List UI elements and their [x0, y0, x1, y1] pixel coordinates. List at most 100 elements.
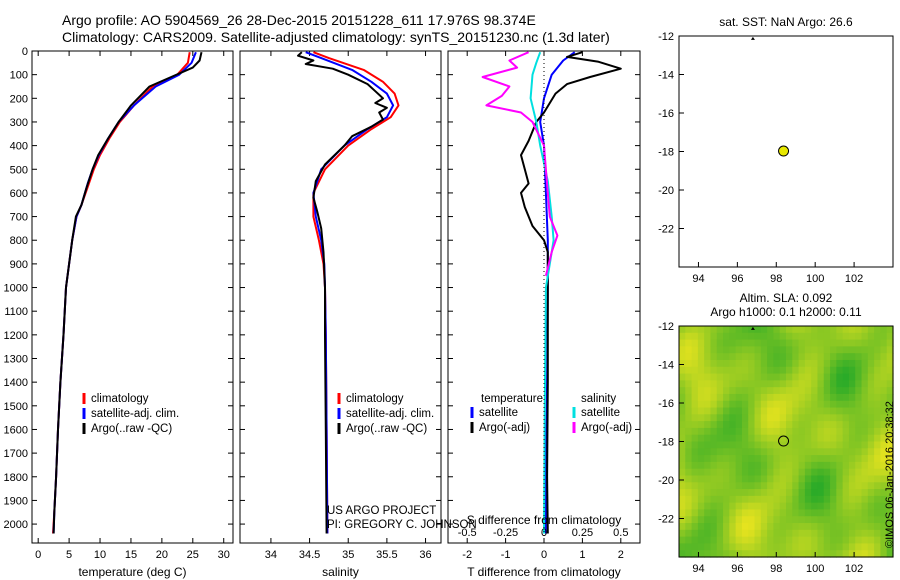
sla-heatmap-cell	[723, 489, 730, 497]
depth-tick-label: 200	[10, 93, 28, 105]
sla-heatmap-cell	[735, 543, 743, 551]
sla-heatmap-cell	[830, 536, 837, 545]
sla-heatmap-cell	[735, 434, 743, 443]
sla-heatmap-cell	[880, 427, 888, 436]
sst_map-ytick-label: -12	[658, 31, 674, 43]
sla-heatmap-cell	[773, 359, 781, 368]
sla-heatmap-cell	[767, 516, 775, 524]
sla-heatmap-cell	[773, 448, 781, 456]
sla-heatmap-cell	[842, 482, 850, 490]
sla-heatmap-cell	[861, 475, 869, 483]
sla-heatmap-cell	[798, 346, 806, 354]
sla-heatmap-cell	[729, 427, 737, 436]
sla-heatmap-cell	[880, 455, 888, 463]
sla-heatmap-cell	[760, 434, 768, 443]
sla-heatmap-cell	[798, 326, 806, 334]
sla-heatmap-cell	[691, 461, 699, 470]
sla-heatmap-cell	[836, 387, 844, 395]
sla-heatmap-cell	[792, 516, 800, 524]
salinity-panel: 34 34.5 35 35.5 36 salinity climatology satelli…	[239, 50, 442, 579]
sla-heatmap-cell	[679, 380, 686, 388]
sla-heatmap-cell	[729, 359, 737, 368]
sla-heatmap-cell	[697, 543, 705, 551]
sla-heatmap-cell	[741, 536, 749, 545]
sla-heatmap-cell	[716, 421, 724, 429]
sst_map-xtick-label: 102	[845, 273, 863, 285]
sla-heatmap-cell	[710, 346, 718, 354]
sla-heatmap-cell	[880, 441, 888, 449]
sla-heatmap-cell	[691, 529, 699, 538]
sla-heatmap-cell	[874, 414, 882, 422]
sla-heatmap-cell	[773, 475, 781, 483]
sla-heatmap-cell	[691, 387, 699, 395]
sla-heatmap-cell	[798, 434, 806, 443]
sla-heatmap-cell	[779, 502, 787, 511]
sla-heatmap-cell	[691, 346, 699, 354]
sla-heatmap-cell	[823, 543, 831, 551]
sla-heatmap-cell	[880, 366, 888, 375]
sla-heatmap-cell	[855, 359, 863, 368]
sla-heatmap-cell	[867, 427, 875, 436]
sla-heatmap-cell	[679, 550, 686, 558]
sla-heatmap-cell	[804, 427, 812, 436]
sla-heatmap-cell	[823, 332, 831, 341]
sla-heatmap-cell	[735, 339, 743, 347]
sla-heatmap-cell	[874, 516, 882, 524]
sla-heatmap-cell	[710, 495, 718, 504]
sla-heatmap-cell	[880, 489, 888, 497]
sla-heatmap-cell	[848, 516, 856, 524]
sla-heatmap-cell	[710, 366, 718, 375]
sla-heatmap-cell	[792, 434, 800, 443]
sla-heatmap-cell	[735, 380, 743, 388]
sla-heatmap-cell	[874, 448, 882, 456]
sla-heatmap-cell	[716, 387, 724, 395]
sla-heatmap-cell	[729, 448, 737, 456]
sla-heatmap-cell	[804, 359, 812, 368]
sla-heatmap-cell	[779, 326, 787, 334]
sla-heatmap-cell	[679, 455, 686, 463]
sla-heatmap-cell	[723, 373, 730, 381]
sla-heatmap-cell	[691, 543, 699, 551]
sla-heatmap-cell	[679, 400, 686, 409]
sla-heatmap-cell	[697, 536, 705, 545]
sla-heatmap-cell	[754, 332, 762, 341]
sla-heatmap-cell	[685, 427, 693, 436]
sla-heatmap-cell	[836, 529, 844, 538]
sla-heatmap-cell	[842, 536, 850, 545]
sla-heatmap-cell	[779, 550, 787, 558]
sla-heatmap-cell	[741, 326, 749, 334]
sla-heatmap-cell	[811, 461, 819, 470]
imos-watermark: ©IMOS 06-Jan-2016 20:38:32	[884, 401, 896, 548]
sla-heatmap-cell	[886, 326, 894, 334]
sla-heatmap-cell	[817, 468, 825, 477]
temperature-xtick-label: 30	[218, 549, 230, 561]
sla-heatmap-cell	[710, 543, 718, 551]
sla-heatmap-cell	[704, 393, 712, 402]
sla-heatmap-cell	[735, 523, 743, 531]
sla-heatmap-cell	[861, 407, 869, 415]
sla-heatmap-cell	[792, 475, 800, 483]
sla-heatmap-cell	[697, 455, 705, 463]
sla-heatmap-cell	[735, 407, 743, 415]
sla-heatmap-cell	[685, 407, 693, 415]
sla-heatmap-cell	[786, 489, 793, 497]
sla-heatmap-cell	[754, 489, 762, 497]
sla-heatmap-cell	[754, 427, 762, 436]
sla-heatmap-cell	[767, 414, 775, 422]
sla-heatmap-cell	[773, 373, 781, 381]
sla-heatmap-cell	[735, 353, 743, 361]
sla-heatmap-cell	[798, 482, 806, 490]
sla-heatmap-cell	[697, 523, 705, 531]
sla-heatmap-cell	[874, 489, 882, 497]
sla-heatmap-cell	[779, 366, 787, 375]
sla-heatmap-cell	[697, 468, 705, 477]
sla-heatmap-cell	[842, 543, 850, 551]
sla-heatmap-cell	[716, 448, 724, 456]
sla-heatmap-cell	[786, 353, 793, 361]
sla-heatmap-cell	[716, 509, 724, 517]
sla-heatmap-cell	[679, 387, 686, 395]
sla-heatmap-cell	[735, 448, 743, 456]
temperature-xtick-label: 25	[187, 549, 199, 561]
sla-heatmap-cell	[691, 393, 699, 402]
sla-heatmap-cell	[836, 353, 844, 361]
